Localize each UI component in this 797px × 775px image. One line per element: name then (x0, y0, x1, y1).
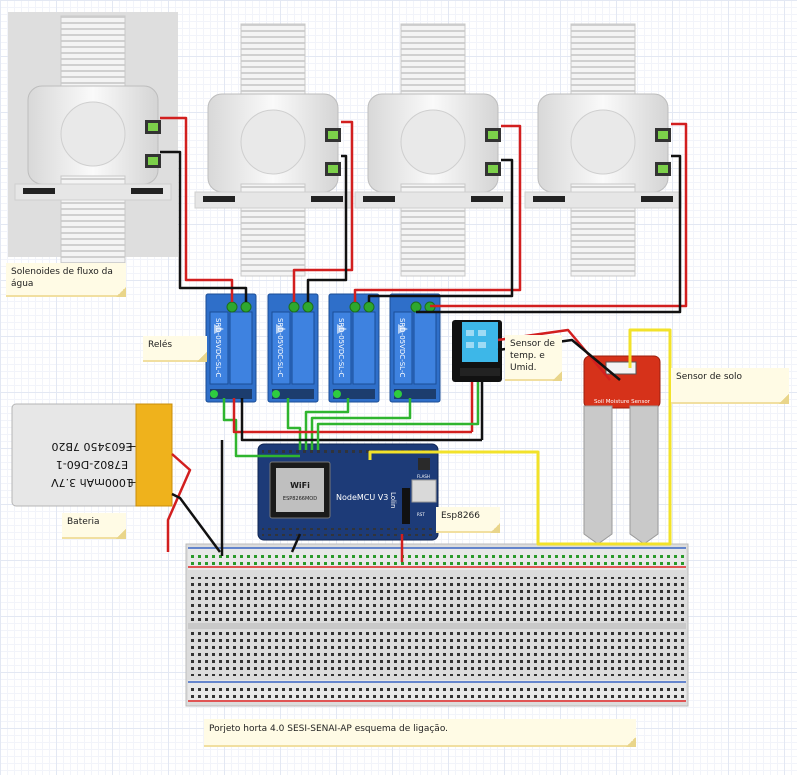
soil-moisture-sensor: Soil Moisture Sensor (583, 355, 661, 545)
breadboard (185, 543, 689, 707)
nodemcu-chip: ESP8266MOD (283, 496, 317, 502)
note-battery: Bateria (62, 513, 126, 539)
nodemcu-wifi: WiFi (290, 481, 310, 490)
relay-4-model: SRD-05VDC-SL-C (398, 318, 406, 377)
nodemcu-title: NodeMCU V3 (336, 493, 388, 502)
battery: 1000mAh 3.7V E7802-D60-1 E603450 7B20 + … (11, 403, 173, 507)
note-dht: Sensor de temp. e Umid. (505, 335, 562, 381)
relay-3-model: SRD-05VDC-SL-C (337, 318, 345, 377)
nodemcu-rst: RST (417, 512, 425, 517)
battery-plus: + (127, 476, 136, 489)
battery-text-3: E603450 7B20 (52, 440, 133, 453)
battery-minus: − (127, 440, 136, 453)
note-soil: Sensor de solo (671, 368, 789, 404)
nodemcu-flash: FLASH (417, 474, 430, 479)
soil-sensor-text: Soil Moisture Sensor (594, 399, 651, 405)
note-relays: Relés (143, 336, 207, 362)
note-esp: Esp8266 (436, 507, 500, 533)
battery-text-1: 1000mAh 3.7V (51, 476, 133, 489)
solenoid-valve-3 (354, 23, 512, 277)
note-solenoids: Solenoides de fluxo da água (6, 263, 126, 297)
nodemcu-brand: Lolin (389, 492, 397, 508)
solenoid-valve-4 (524, 23, 682, 277)
solenoid-valve-2 (194, 23, 352, 277)
relay-1-model: SRD-05VDC-SL-C (214, 318, 222, 377)
wires (160, 116, 688, 562)
dht-sensor (452, 320, 502, 382)
relay-2-model: SRD-05VDC-SL-C (276, 318, 284, 377)
battery-text-2: E7802-D60-1 (56, 458, 128, 471)
nodemcu-board: WiFi ESP8266MOD NodeMCU V3 Lolin FLASH R… (257, 443, 439, 541)
note-project: Porjeto horta 4.0 SESI-SENAI-AP esquema … (204, 719, 636, 747)
